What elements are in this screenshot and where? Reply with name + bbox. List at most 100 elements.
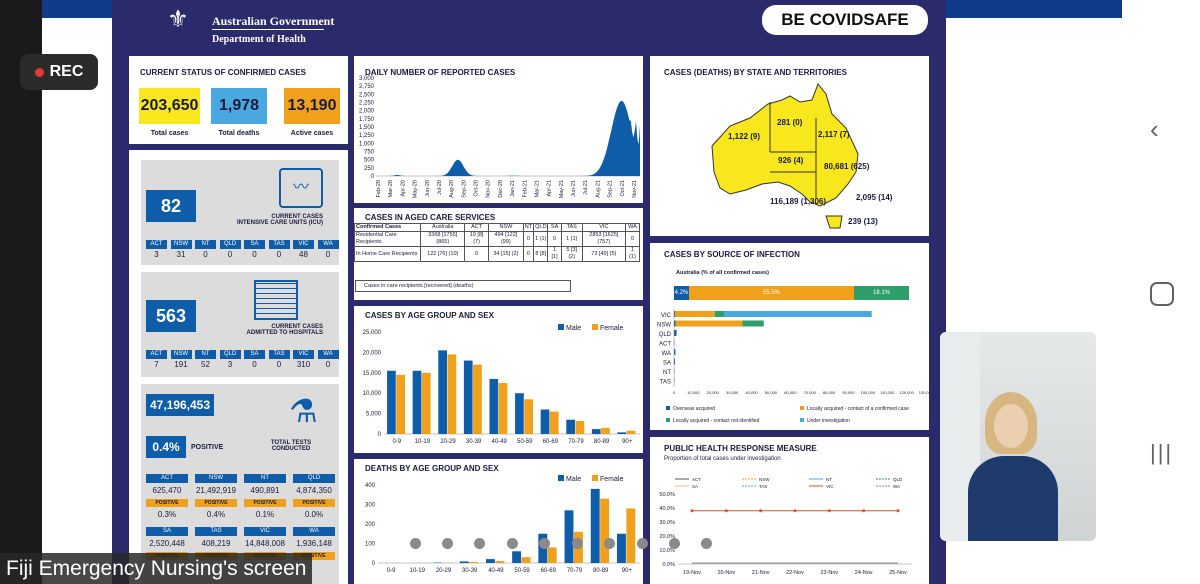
phrm-xtick: 22-Nov: [786, 570, 804, 576]
rec-badge[interactable]: REC: [20, 54, 98, 90]
category-label: 40-49: [488, 568, 504, 574]
category-label: 30-39: [466, 439, 482, 445]
test-tube-icon: ⚗: [289, 393, 318, 429]
state-chip-act: ACT: [146, 350, 167, 359]
daily-ytick: 1,000: [359, 141, 375, 147]
female-bar: [626, 508, 636, 563]
female-bar: [498, 383, 508, 434]
tests-value-vic: 14,848,008: [244, 539, 286, 548]
map-tasmania: [825, 215, 843, 229]
category-label: 90+: [622, 568, 633, 574]
phrm-legend-label: QLD: [893, 477, 903, 482]
presenter-dot: [539, 538, 550, 549]
state-chip-vic: VIC: [293, 240, 314, 249]
aged-row-home: In Home Care Recipients 122 [76] (10) 0 34 …: [353, 246, 641, 262]
tests-value-tas: 408,219: [201, 539, 231, 548]
hosp-value: 563: [146, 300, 196, 332]
active-cases-value: 13,190: [284, 88, 340, 124]
recents-icon[interactable]: |||: [1150, 440, 1174, 465]
source-state-label: VIC: [661, 313, 672, 319]
map-nt: 281 (0): [777, 118, 803, 127]
tests-pct-nsw: 0.4%: [206, 510, 226, 519]
tests-card: [141, 384, 339, 584]
ytick-label: 300: [365, 503, 376, 509]
state-chip-wa: WA: [317, 350, 339, 359]
source-xtick: 80,000: [823, 390, 836, 395]
source-xtick: 70,000: [804, 390, 817, 395]
left-strip: [0, 0, 42, 584]
aged-col-header: VIC: [581, 223, 626, 232]
source-legend-label: Locally acquired - contact of a confirme…: [807, 406, 909, 412]
tests-positive-chip: POSITIVE: [146, 499, 188, 507]
female-bar: [547, 547, 557, 563]
daily-xtick: Oct-21: [620, 180, 626, 197]
presenter-dot: [442, 538, 453, 549]
aged-cell: 2853 [1625] (757): [581, 231, 626, 247]
webcam-video: [940, 332, 1096, 541]
source-legend-swatch: [666, 406, 670, 410]
daily-xtick: Sep-20: [461, 180, 467, 198]
tests-state-nsw: NSW: [195, 474, 237, 483]
category-label: 50-59: [514, 568, 530, 574]
daily-ytick: 3,000: [359, 76, 375, 82]
state-value-act: 7: [154, 360, 159, 369]
aged-cell: 1 (1): [560, 231, 583, 247]
category-label: 40-49: [492, 439, 508, 445]
aged-col-header: WA: [624, 223, 641, 232]
source-xtick: 130,000: [919, 390, 929, 395]
aged-col-header: SA: [547, 223, 562, 232]
daily-xtick: Sep-21: [608, 180, 614, 198]
aged-cell: 0: [624, 231, 641, 247]
legend-male-label: Male: [566, 476, 581, 483]
ytick-label: 25,000: [363, 330, 382, 336]
category-label: 10-19: [415, 439, 431, 445]
state-value-act: 3: [154, 250, 159, 259]
daily-xtick: Oct-20: [474, 180, 480, 197]
source-xtick: 100,000: [861, 390, 876, 395]
male-bar: [616, 533, 626, 563]
source-xtick: 40,000: [745, 390, 758, 395]
male-bar: [540, 409, 550, 434]
legend-female-swatch: [592, 475, 598, 481]
source-xtick: 10,000: [687, 390, 700, 395]
aged-col-header: NSW: [487, 223, 524, 232]
phrm-subtitle: Proportion of total cases under investig…: [664, 456, 781, 462]
daily-ytick: 0: [371, 174, 375, 180]
phrm-ytick: 0.0%: [662, 562, 675, 568]
state-value-tas: 0: [276, 250, 282, 259]
source-bar: [675, 320, 743, 327]
state-value-qld: 0: [227, 250, 233, 259]
daily-xtick: Dec-20: [498, 180, 504, 198]
male-bar: [617, 432, 627, 434]
tests-value-sa: 2,520,448: [149, 539, 185, 548]
active-cases-label: Active cases: [290, 130, 334, 137]
legend-male-swatch: [558, 475, 564, 481]
daily-ytick: 1,500: [359, 125, 375, 131]
aged-cell: 0: [522, 246, 535, 262]
deaths-chart: 400 300 200 100 0 0-9 10-19 20-29 30-39 40-49 50-5…: [365, 475, 640, 574]
phrm-xtick: 21-Nov: [752, 570, 770, 576]
phrm-vic-point: [690, 509, 694, 513]
hospital-icon: [254, 280, 298, 320]
source-contact-bar: 55.5%: [689, 286, 854, 300]
home-icon[interactable]: [1150, 282, 1174, 306]
source-bar: [674, 311, 675, 317]
female-bar: [549, 411, 559, 434]
map-wa: 1,122 (9): [728, 132, 761, 141]
aged-panel: CASES IN AGED CARE SERVICES Confirmed Ca…: [353, 208, 643, 300]
presenter-dot: [572, 538, 583, 549]
aged-cell: 3368 [1755] (865): [420, 231, 466, 247]
tests-positive-pct: 0.4%: [146, 436, 186, 458]
legend-female-swatch: [592, 324, 598, 330]
legend-female-label: Female: [600, 325, 623, 332]
legend-male-swatch: [558, 324, 564, 330]
state-value-wa: 0: [325, 360, 331, 369]
aged-cell: 494 [122] (99): [487, 231, 524, 247]
daily-xtick: May-21: [559, 180, 565, 198]
source-state-label: ACT: [659, 342, 671, 348]
tests-value-nsw: 21,492,919: [195, 486, 237, 495]
back-icon[interactable]: ‹: [1150, 114, 1159, 144]
source-bar: [674, 311, 715, 317]
aged-row-residential: Residential Care Recipients 3368 [1755] (…: [353, 231, 641, 247]
